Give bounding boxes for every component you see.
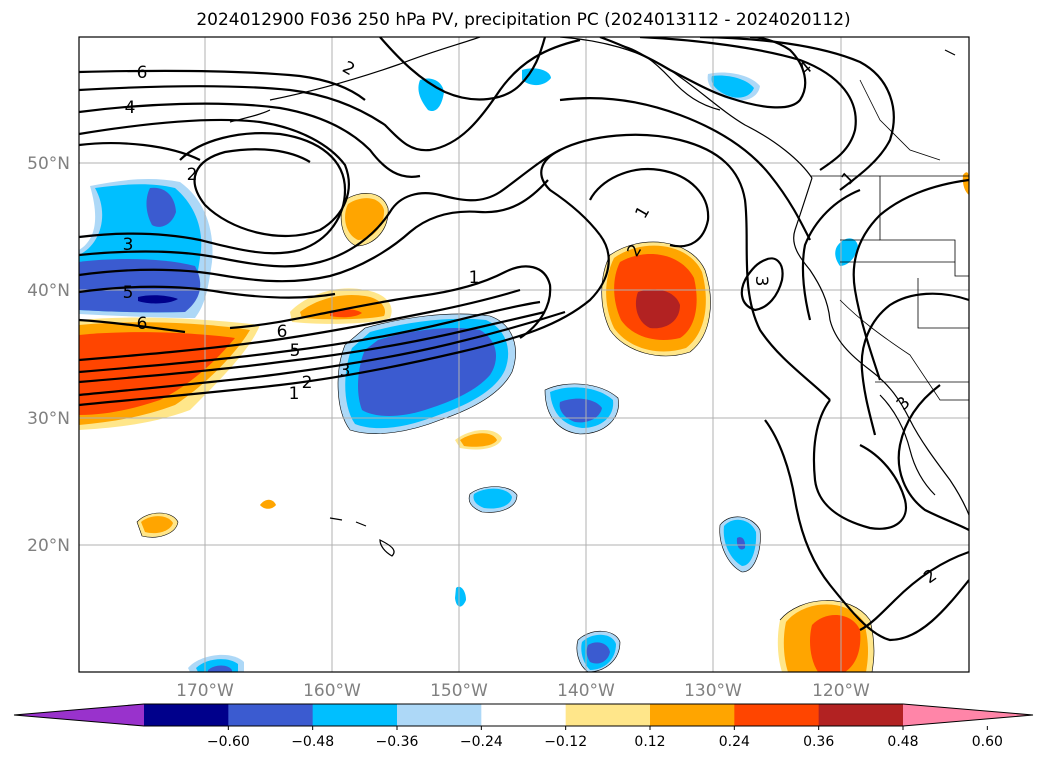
colorbar-segment xyxy=(144,704,229,726)
lon-label: 160°W xyxy=(303,681,361,701)
colorbar-extend-min xyxy=(14,704,144,726)
contour-label: 3 xyxy=(340,361,351,381)
contour-label: 1 xyxy=(289,384,300,404)
contour-label: 2 xyxy=(302,373,313,393)
colorbar-segment xyxy=(565,704,651,726)
colorbar-tick-label: −0.60 xyxy=(207,734,250,750)
colorbar-tick-label: −0.12 xyxy=(544,734,587,750)
contour-label: 6 xyxy=(277,322,288,342)
colorbar-tick-label: 0.36 xyxy=(803,734,834,750)
colorbar-segment xyxy=(734,704,820,726)
contour-label: 2 xyxy=(187,165,198,185)
contour-label: 3 xyxy=(123,235,134,255)
lon-label: 120°W xyxy=(812,681,870,701)
colorbar-outline xyxy=(13,703,1034,727)
colorbar-tick-label: −0.48 xyxy=(291,734,334,750)
colorbar-tick-label: −0.24 xyxy=(460,734,503,750)
pv-contours xyxy=(79,37,969,642)
colorbar: −0.60 −0.48 −0.36 −0.24 −0.12 0.12 0.24 0.36 0.4… xyxy=(13,703,1034,750)
latitude-labels: 50°N 40°N 30°N 20°N xyxy=(27,154,70,556)
lat-label: 40°N xyxy=(27,281,70,301)
lat-label: 30°N xyxy=(27,409,70,429)
lon-label: 130°W xyxy=(684,681,742,701)
contour-label: 5 xyxy=(290,341,301,361)
colorbar-tick-label: 0.60 xyxy=(972,734,1003,750)
map-frame xyxy=(78,36,970,673)
colorbar-segment xyxy=(481,704,567,726)
map-panel: 6 4 2 3 5 6 6 5 3 2 1 1 1 2 3 4 1 2 3 2 xyxy=(79,37,969,672)
colorbar-segment xyxy=(650,704,735,726)
lon-label: 140°W xyxy=(557,681,615,701)
colorbar-extend-max xyxy=(903,704,1033,726)
lat-label: 50°N xyxy=(27,154,70,174)
contour-label: 3 xyxy=(751,276,771,287)
contour-label: 6 xyxy=(137,63,148,83)
lon-label: 150°W xyxy=(430,681,488,701)
lat-label: 20°N xyxy=(27,536,70,556)
colorbar-segment xyxy=(312,704,398,726)
contour-label: 1 xyxy=(469,268,480,288)
map-title: 2024012900 F036 250 hPa PV, precipitatio… xyxy=(196,10,851,30)
colorbar-tick-label: 0.24 xyxy=(719,734,750,750)
contour-label: 6 xyxy=(137,314,148,334)
colorbar-segment xyxy=(397,704,482,726)
longitude-labels: 170°W 160°W 150°W 140°W 130°W 120°W xyxy=(176,681,870,701)
colorbar-tick-label: −0.36 xyxy=(376,734,419,750)
colorbar-tick-label: 0.48 xyxy=(887,734,918,750)
contour-label: 5 xyxy=(123,283,134,303)
contour-label: 4 xyxy=(125,98,136,118)
colorbar-segment xyxy=(228,704,314,726)
colorbar-tick-label: 0.12 xyxy=(634,734,665,750)
lon-label: 170°W xyxy=(176,681,234,701)
colorbar-segment xyxy=(818,704,904,726)
borders xyxy=(810,79,969,401)
